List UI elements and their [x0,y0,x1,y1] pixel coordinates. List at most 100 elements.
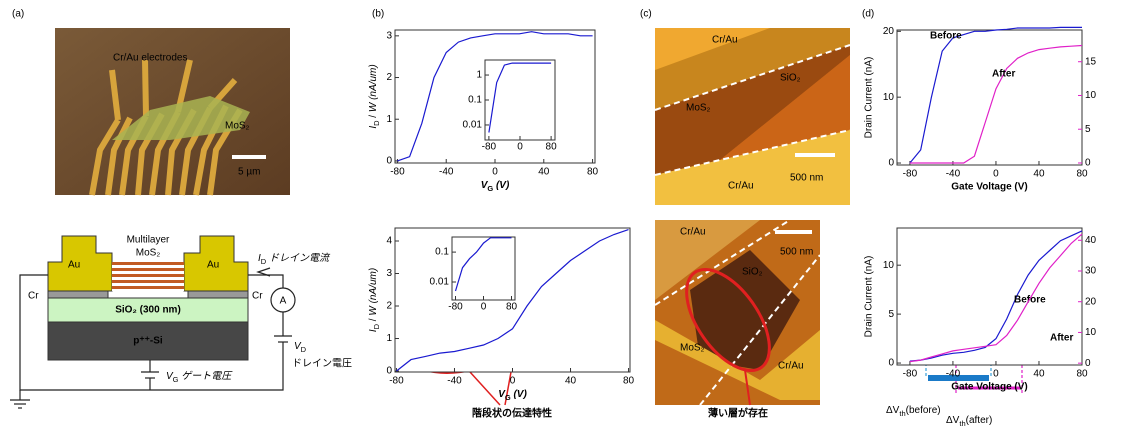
panel-label: (d) [862,9,874,20]
x-tick-label: 40 [565,376,577,387]
y-tick-label: 1 [386,114,392,125]
threshold-label-part: (after) [966,415,993,426]
annotation: 薄い層が存在 [708,407,768,420]
y-tick-label: 4 [386,236,392,247]
y-axis-label-part: / [368,316,379,324]
schematic-label: Cr [252,291,263,302]
page: (a)(b)(c)(d)Cr/Au electrodesMoS₂5 µmMult… [0,0,1130,427]
x-tick-label: -40 [946,369,961,380]
schematic-label: SiO₂ (300 nm) [115,305,181,316]
y-axis-label-part: / [368,112,379,120]
y-tick-label: 0.1 [468,95,482,106]
plot-frame [452,237,515,300]
x-tick-label: 80 [1076,369,1088,380]
y2-tick-label: 40 [1085,235,1097,246]
y-axis-label-part: (nA/um) [368,268,379,306]
afm-label: SiO₂ [780,73,801,84]
schematic-label: ドレイン電圧 [292,358,352,370]
schematic-label: p⁺⁺-Si [133,336,163,347]
y2-tick-label: 10 [1085,90,1097,101]
x-tick-label: -80 [389,376,404,387]
y2-tick-label: 5 [1085,124,1091,135]
x-tick-label: 80 [1076,169,1088,180]
y-tick-label: 2 [386,72,392,83]
x-tick-label: -80 [482,142,497,153]
y-tick-label: 20 [883,26,895,37]
schematic-label-part: D [301,345,307,354]
schematic-label: Cr [28,291,39,302]
y-tick-label: 0 [386,366,392,377]
device-schematic [10,236,295,408]
schematic-label: VD [294,341,307,355]
afm-label: MoS₂ [686,103,711,114]
y2-tick-label: 15 [1085,56,1097,67]
y-tick-label: 0.1 [435,247,449,258]
y-tick-label: 3 [386,268,392,279]
photo-label: 5 µm [238,167,260,178]
schematic-label: Au [207,260,219,271]
photo-label: Cr/Au electrodes [113,53,187,64]
y-tick-label: 5 [888,309,894,320]
y-tick-label: 0 [386,156,392,167]
x-tick-label: 40 [1033,369,1045,380]
y2-tick-label: 10 [1085,327,1097,338]
x-tick-label: 0 [993,369,999,380]
y-tick-label: 10 [883,260,895,271]
x-tick-label: 80 [623,376,635,387]
plot-frame [897,30,1082,165]
y-tick-label: 2 [386,301,392,312]
x-tick-label: -80 [903,369,918,380]
schematic-label-part: ゲート電圧 [179,370,234,382]
x-tick-label: 0 [492,167,498,178]
series-label: Before [1014,295,1046,306]
x-axis-label: VG (V) [481,180,510,194]
x-tick-label: 0 [517,142,523,153]
plot-frame [485,60,555,140]
y-axis-label: Drain Current (nA) [864,256,875,338]
afm-label: Cr/Au [728,181,754,192]
y-axis-label-part: (nA/um) [368,64,379,102]
x-axis-label: Gate Voltage (V) [951,382,1028,393]
y-axis-label: ID / W (nA/um) [368,268,382,332]
x-tick-label: 0 [481,302,487,313]
schematic-label: VG ゲート電圧 [166,370,233,385]
y-tick-label: 1 [386,333,392,344]
x-tick-label: 0 [510,376,516,387]
y2-tick-label: 0 [1085,358,1091,369]
y-tick-label: 0.01 [430,277,450,288]
series-label: After [992,69,1015,80]
x-tick-label: 40 [1033,169,1045,180]
x-tick-label: -80 [903,169,918,180]
series-label: Before [930,31,962,42]
afm-label: SiO₂ [742,267,763,278]
afm-label: Cr/Au [680,227,706,238]
x-tick-label: 80 [506,302,518,313]
panel-label: (c) [640,9,652,20]
threshold-label: ΔVth(before) [886,405,941,419]
x-tick-label: -40 [439,167,454,178]
x-tick-label: 80 [546,142,558,153]
panel-label: (a) [12,9,24,20]
x-tick-label: -80 [390,167,405,178]
x-tick-label: 0 [993,169,999,180]
x-axis-label-part: (V) [493,180,510,191]
y-tick-label: 10 [883,92,895,103]
afm-label: Cr/Au [778,361,804,372]
y-tick-label: 0 [888,358,894,369]
x-axis-label: Gate Voltage (V) [951,182,1028,193]
x-tick-label: 80 [587,167,599,178]
figure: (a)(b)(c)(d)Cr/Au electrodesMoS₂5 µmMult… [0,0,1130,427]
y-tick-label: 0 [888,158,894,169]
schematic-label: Au [68,260,80,271]
y2-tick-label: 0 [1085,158,1091,169]
annotation: 階段状の伝達特性 [472,407,552,420]
schematic-label-part: ドレイン電流 [266,252,331,264]
afm-label: 500 nm [780,247,813,258]
afm-label: Cr/Au [712,35,738,46]
y2-tick-label: 30 [1085,266,1097,277]
threshold-label-part: ΔV [946,415,960,426]
x-tick-label: -80 [448,302,463,313]
schematic-label: ID ドレイン電流 [258,252,331,267]
y2-tick-label: 20 [1085,296,1097,307]
x-tick-label: -40 [946,169,961,180]
